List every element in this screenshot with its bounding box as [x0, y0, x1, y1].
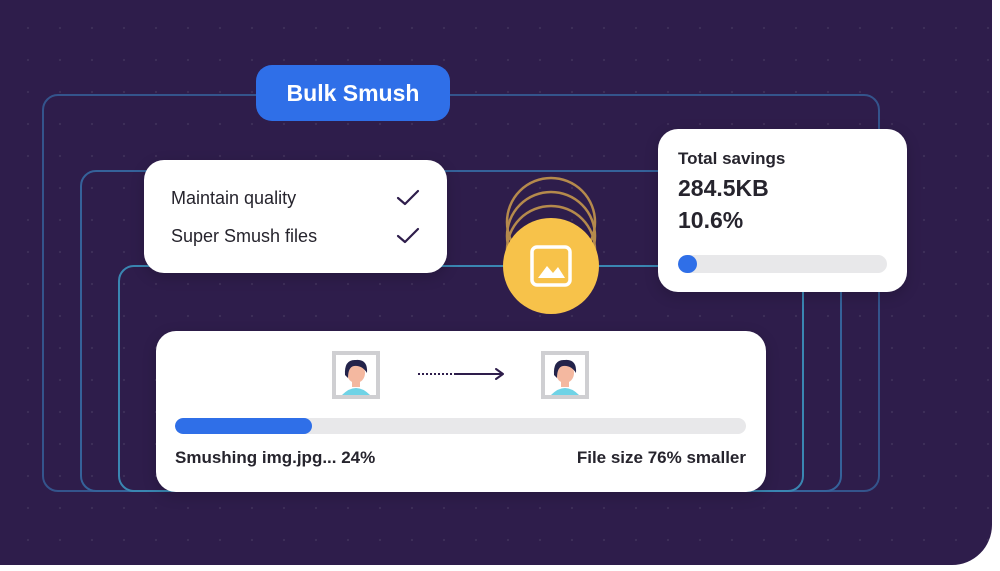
savings-amount: 284.5KB	[678, 175, 769, 201]
smush-progress-bar	[175, 418, 746, 434]
total-savings-card: Total savings 284.5KB 10.6%	[658, 129, 907, 292]
image-icon	[503, 176, 599, 314]
option-label: Super Smush files	[171, 225, 318, 246]
checkmark-icon	[396, 189, 420, 206]
savings-progress-fill	[678, 255, 697, 273]
options-card: Maintain quality Super Smush files	[144, 160, 447, 273]
savings-percent: 10.6%	[678, 207, 744, 233]
smush-progress-card: Smushing img.jpg... 24% File size 76% sm…	[156, 331, 766, 492]
bulk-smush-button[interactable]: Bulk Smush	[256, 65, 450, 121]
optimized-image-thumbnail	[541, 351, 589, 399]
file-size-result: File size 76% smaller	[576, 448, 746, 467]
savings-title: Total savings	[678, 149, 786, 168]
option-label: Maintain quality	[171, 187, 297, 208]
arrow-right-icon	[418, 368, 504, 380]
smush-progress-fill	[175, 418, 313, 434]
smush-status-text: Smushing img.jpg... 24%	[175, 448, 376, 467]
option-super-smush[interactable]: Super Smush files	[171, 222, 421, 250]
checkmark-icon	[396, 227, 420, 244]
option-maintain-quality[interactable]: Maintain quality	[171, 184, 421, 212]
original-image-thumbnail	[332, 351, 380, 399]
savings-progress-bar	[678, 255, 887, 273]
